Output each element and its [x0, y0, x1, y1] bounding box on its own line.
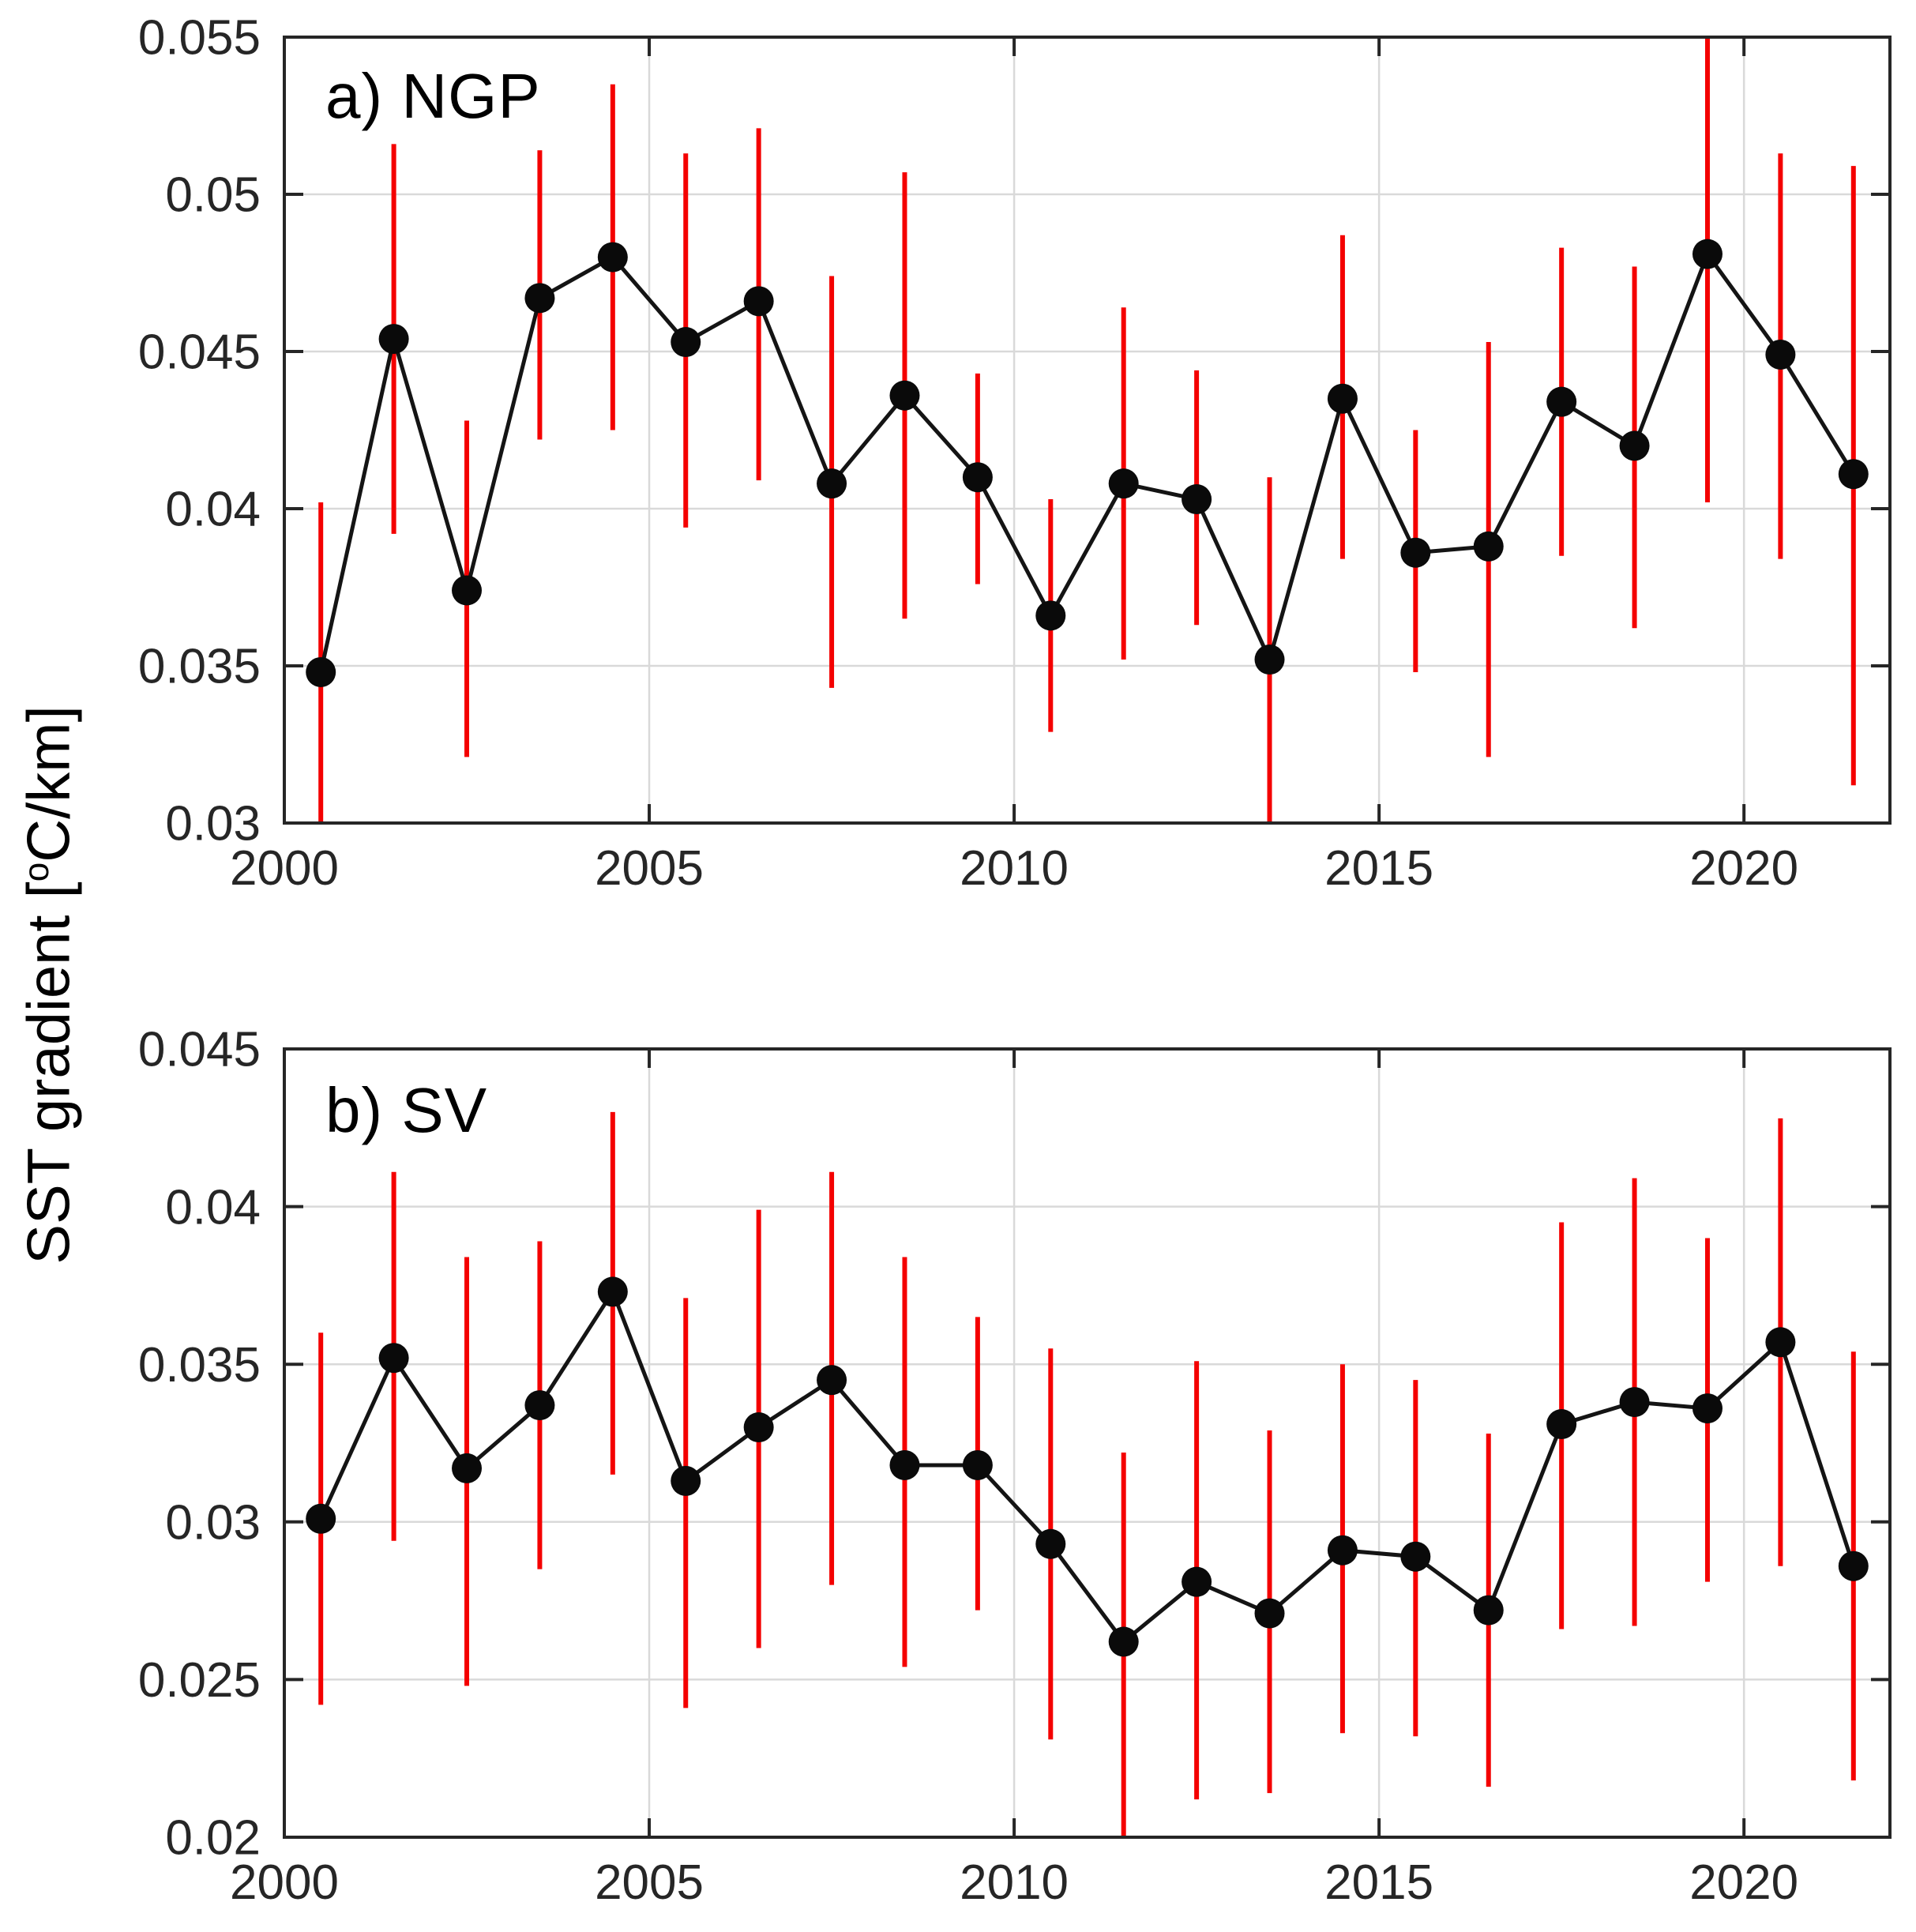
data-point-marker: [306, 656, 336, 687]
x-tick-label: 2015: [1324, 1855, 1433, 1910]
x-tick-label: 2000: [230, 841, 339, 896]
y-tick-label: 0.03: [165, 797, 261, 851]
data-point-marker: [1619, 430, 1650, 461]
data-point-marker: [378, 1343, 409, 1374]
panel-a-title: a) NGP: [325, 61, 541, 131]
x-tick-label: 2000: [230, 1855, 339, 1910]
data-point-marker: [1108, 1626, 1139, 1657]
x-tick-label: 2005: [595, 841, 704, 896]
data-point-marker: [962, 462, 993, 493]
data-point-marker: [1035, 600, 1066, 631]
data-point-marker: [524, 1390, 555, 1421]
data-point-marker: [889, 1449, 920, 1480]
data-point-marker: [817, 1365, 847, 1396]
data-point-marker: [1108, 468, 1139, 499]
x-tick-label: 2005: [595, 1855, 704, 1910]
y-tick-label: 0.025: [138, 1653, 261, 1708]
data-point-marker: [1765, 1327, 1796, 1358]
y-tick-label: 0.04: [165, 483, 261, 537]
plot-frame: [283, 1047, 1892, 1839]
data-point-marker: [1692, 1393, 1723, 1424]
x-tick-label: 2015: [1324, 841, 1433, 896]
data-point-marker: [1619, 1387, 1650, 1418]
data-point-marker: [306, 1503, 336, 1534]
data-point-marker: [1692, 239, 1723, 269]
data-point-marker: [889, 380, 920, 411]
data-point-marker: [1182, 484, 1212, 515]
y-tick-label: 0.035: [138, 1338, 261, 1393]
data-point-marker: [524, 283, 555, 314]
x-tick-label: 2020: [1689, 1855, 1798, 1910]
data-point-marker: [452, 575, 483, 606]
data-point-marker: [1473, 1595, 1504, 1626]
y-axis-label-superscript: o: [17, 862, 57, 882]
data-point-marker: [1327, 383, 1358, 414]
data-point-marker: [743, 1412, 774, 1443]
panel-b-title: b) SV: [325, 1075, 488, 1145]
data-point-marker: [1254, 1598, 1285, 1629]
data-point-marker: [378, 324, 409, 355]
data-point-marker: [1254, 645, 1285, 675]
data-point-marker: [1035, 1528, 1066, 1559]
data-layer: [306, 37, 1869, 823]
y-tick-label: 0.04: [165, 1180, 261, 1235]
data-point-marker: [743, 286, 774, 317]
data-line: [318, 1287, 1856, 1645]
data-point-marker: [597, 242, 628, 273]
data-point-marker: [1765, 339, 1796, 370]
y-tick-label: 0.055: [138, 11, 261, 66]
data-point-marker: [1327, 1535, 1358, 1566]
y-tick-label: 0.045: [138, 325, 261, 380]
y-tick-label: 0.02: [165, 1811, 261, 1866]
panel-b-plot: 2000 2005 2010 2015 2020 0.02 0.025 0.03 0.035 0.…: [138, 1023, 1892, 1910]
data-point-marker: [1400, 1541, 1431, 1572]
data-point-marker: [1473, 531, 1504, 562]
data-point-marker: [962, 1449, 993, 1480]
data-point-marker: [671, 1465, 701, 1496]
y-tick-label: 0.03: [165, 1496, 261, 1550]
x-tick-label: 2010: [960, 1855, 1069, 1910]
panel-a-plot: 2000 2005 2010 2015 2020 0.03 0.035 0.04 0.045 0.…: [138, 11, 1892, 896]
data-point-marker: [597, 1276, 628, 1307]
y-tick-label: 0.035: [138, 640, 261, 694]
data-point-marker: [1182, 1566, 1212, 1597]
data-point-marker: [671, 327, 701, 358]
y-axis-label-text: SST gradient [: [15, 881, 83, 1265]
data-point-marker: [1400, 537, 1431, 568]
y-tick-label: 0.05: [165, 168, 261, 223]
data-point-marker: [1546, 386, 1577, 417]
x-tick-label: 2020: [1689, 841, 1798, 896]
data-point-marker: [817, 468, 847, 499]
data-point-marker: [452, 1453, 483, 1483]
plot-frame: [283, 36, 1892, 825]
data-point-marker: [1546, 1409, 1577, 1440]
x-tick-label: 2010: [960, 841, 1069, 896]
data-point-marker: [1838, 459, 1869, 490]
data-line: [318, 250, 1855, 673]
y-tick-label: 0.045: [138, 1023, 261, 1077]
data-layer: [306, 1111, 1869, 1837]
data-point-marker: [1838, 1550, 1869, 1581]
y-axis-label-unit: C/km]: [15, 705, 83, 863]
